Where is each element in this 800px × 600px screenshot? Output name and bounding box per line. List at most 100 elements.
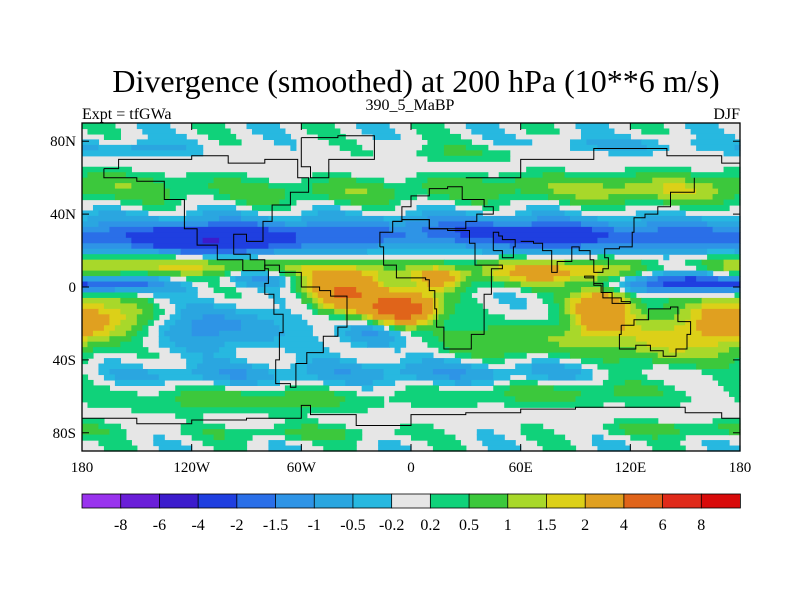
field-cell: [367, 314, 374, 321]
field-cell: [345, 434, 363, 441]
field-cell: [460, 292, 472, 299]
field-cell: [284, 270, 297, 277]
field-cell: [301, 265, 357, 272]
field-cell: [405, 385, 440, 392]
field-cell: [421, 358, 445, 365]
field-cell: [383, 374, 418, 381]
field-cell: [136, 319, 149, 326]
field-cell: [624, 292, 631, 299]
field-cell: [570, 297, 582, 304]
field-cell: [723, 199, 741, 206]
field-cell: [136, 123, 171, 130]
field-cell: [487, 325, 571, 332]
field-cell: [82, 308, 100, 315]
field-cell: [82, 172, 89, 179]
field-cell: [312, 172, 352, 179]
field-cell: [564, 172, 637, 179]
field-cell: [142, 308, 154, 315]
field-cell: [498, 259, 566, 266]
colorbar-label: 8: [697, 517, 705, 534]
field-cell: [400, 358, 423, 365]
field-cell: [186, 287, 198, 294]
field-cell: [82, 150, 204, 157]
x-tick-label: 60E: [509, 460, 533, 476]
field-cell: [701, 215, 741, 222]
field-cell: [361, 292, 423, 299]
field-cell: [284, 418, 319, 425]
field-cell: [553, 188, 664, 195]
field-cell: [570, 276, 599, 283]
field-cell: [186, 215, 220, 222]
field-cell: [120, 297, 149, 304]
field-cell: [82, 232, 127, 239]
field-cell: [619, 423, 675, 430]
x-axis: 180 120W 60W 0 60E 120E 180: [71, 123, 751, 476]
field-cell: [432, 303, 440, 310]
field-cell: [641, 139, 659, 146]
field-cell: [202, 237, 220, 244]
field-cell: [487, 445, 522, 452]
field-cell: [235, 308, 291, 315]
field-cell: [646, 265, 664, 272]
field-cell: [284, 221, 308, 228]
coastline: [492, 231, 516, 259]
field-cell: [82, 390, 138, 397]
field-cell: [219, 215, 242, 222]
field-cell: [295, 232, 407, 239]
field-cell: [454, 265, 483, 272]
field-cell: [696, 363, 730, 370]
field-cell: [295, 237, 385, 244]
field-cell: [82, 396, 176, 403]
field-cell: [531, 369, 582, 376]
field-cell: [701, 308, 741, 315]
field-cell: [394, 390, 505, 397]
field-cell: [427, 341, 445, 348]
field-cell: [82, 434, 127, 441]
field-cell: [284, 390, 335, 397]
y-tick-label: 80N: [50, 134, 76, 150]
field-cell: [427, 319, 434, 326]
field-cell: [82, 254, 176, 261]
field-cell: [646, 287, 741, 294]
field-cell: [729, 363, 741, 370]
field-cell: [224, 434, 253, 441]
field-cell: [180, 423, 226, 430]
field-cell: [230, 276, 237, 283]
field-cell: [701, 330, 741, 337]
y-tick-label: 40S: [53, 353, 76, 369]
field-cell: [312, 188, 346, 195]
field-cell: [652, 177, 686, 184]
field-cell: [235, 281, 248, 288]
field-cell: [383, 265, 407, 272]
field-cell: [663, 390, 686, 397]
field-cell: [246, 374, 275, 381]
field-cell: [657, 226, 714, 233]
field-cell: [482, 358, 505, 365]
field-cell: [602, 423, 620, 430]
field-cell: [87, 341, 121, 348]
field-cell: [142, 205, 176, 212]
field-cell: [443, 150, 483, 157]
field-cell: [361, 385, 374, 392]
field-cell: [498, 194, 549, 201]
field-cell: [498, 297, 527, 304]
field-cell: [175, 385, 226, 392]
field-cell: [575, 123, 609, 130]
field-cell: [476, 429, 494, 436]
field-cell: [224, 265, 286, 272]
field-cell: [350, 341, 368, 348]
field-cell: [438, 265, 456, 272]
field-cell: [169, 297, 215, 304]
field-cell: [729, 390, 741, 397]
field-cell: [690, 308, 703, 315]
field-cell: [701, 303, 741, 310]
field-cell: [663, 303, 686, 310]
field-cell: [663, 188, 697, 195]
field-cell: [312, 281, 379, 288]
field-cell: [630, 123, 664, 130]
field-cell: [454, 308, 489, 315]
field-cell: [82, 183, 116, 190]
field-cell: [570, 270, 599, 277]
field-cell: [82, 123, 116, 130]
field-cell: [624, 379, 642, 386]
